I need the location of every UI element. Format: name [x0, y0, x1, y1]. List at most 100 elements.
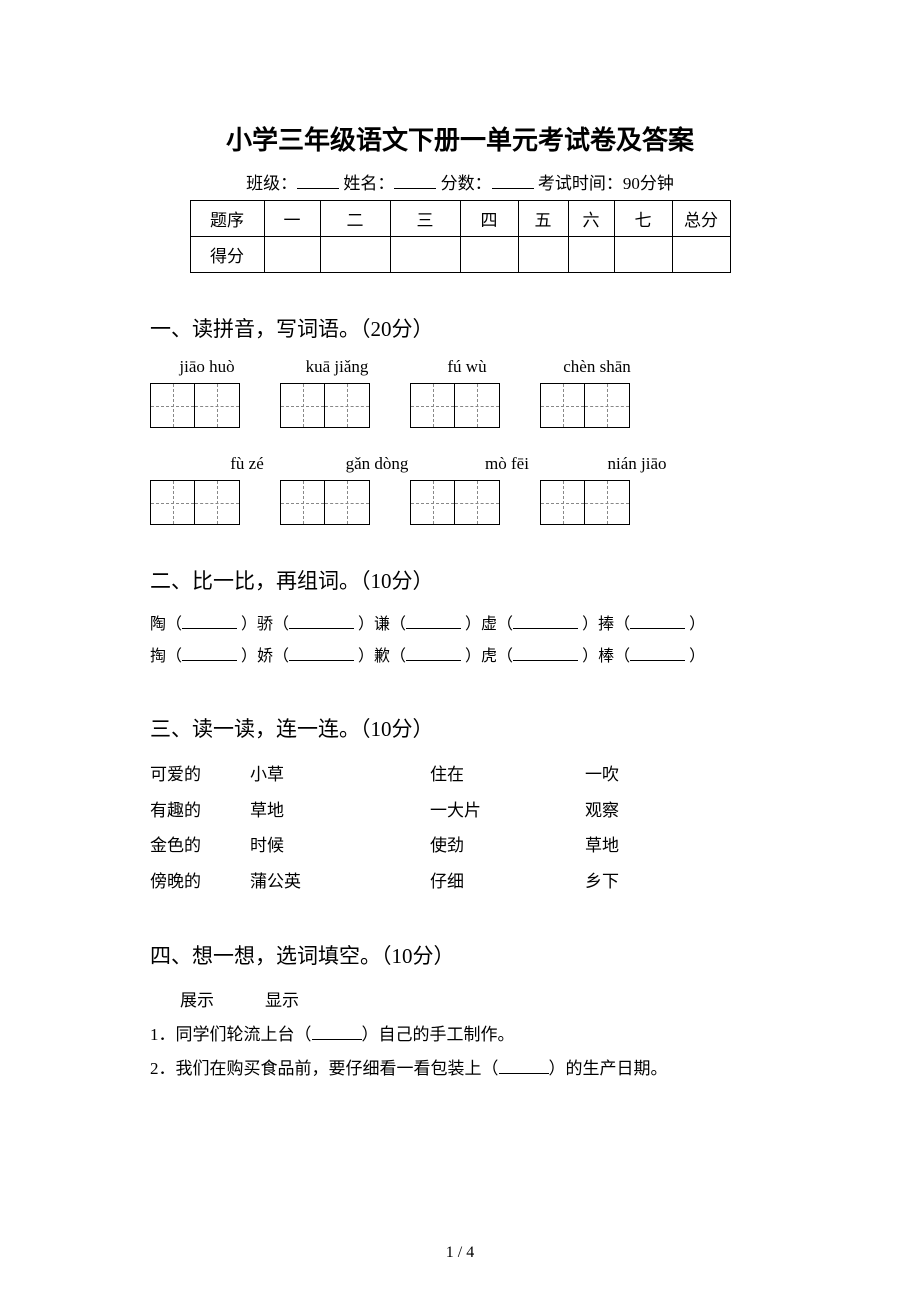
tian-pair[interactable] [280, 480, 370, 525]
tian-pair[interactable] [540, 383, 630, 428]
score-cell[interactable] [390, 237, 460, 273]
compare-line-2: 掏（ ）娇（ ）歉（ ）虎（ ）棒（ ） [150, 641, 770, 673]
score-cell[interactable] [518, 237, 568, 273]
word-choices: 展示 显示 [180, 984, 770, 1018]
text: ）捧（ [582, 616, 630, 633]
section-4: 四、想一想，选词填空。（10分） 展示 显示 1．同学们轮流上台（ ）自己的手工制… [150, 940, 770, 1086]
table-row: 得分 [190, 237, 730, 273]
pinyin-8: nián jiāo [592, 454, 682, 474]
tian-pair[interactable] [410, 480, 500, 525]
th-5: 五 [518, 201, 568, 237]
pinyin-7: mò fēi [462, 454, 552, 474]
pinyin-5: fù zé [202, 454, 292, 474]
score-cell[interactable] [672, 237, 730, 273]
tian-pair[interactable] [150, 383, 240, 428]
name-label: 姓名： [343, 174, 394, 193]
text: 2．我们在购买食品前，要仔细看一看包装上（ [150, 1059, 499, 1078]
time-label: 考试时间：90分钟 [538, 174, 674, 193]
match-row: 有趣的 草地 一大片 观察 [150, 793, 770, 829]
pinyin-4: chèn shān [552, 357, 642, 377]
q4-1: 1．同学们轮流上台（ ）自己的手工制作。 [150, 1018, 770, 1052]
tian-pair[interactable] [280, 383, 370, 428]
pinyin-3: fú wù [422, 357, 512, 377]
text: ）自己的手工制作。 [362, 1025, 515, 1044]
page-number: 1 / 4 [0, 1244, 920, 1262]
score-table: 题序 一 二 三 四 五 六 七 总分 得分 [190, 200, 731, 273]
tian-pair[interactable] [150, 480, 240, 525]
col: 一吹 [585, 757, 685, 793]
th-6: 六 [568, 201, 614, 237]
class-label: 班级： [246, 174, 297, 193]
th-7: 七 [614, 201, 672, 237]
col: 草地 [250, 793, 430, 829]
text: ）虚（ [465, 616, 513, 633]
match-row: 金色的 时候 使劲 草地 [150, 828, 770, 864]
pinyin-row-1: jiāo huò kuā jiǎng fú wù chèn shān [162, 357, 770, 377]
section-2: 二、比一比，再组词。（10分） 陶（ ）骄（ ）谦（ ）虚（ ）捧（ ） 掏（ … [150, 565, 770, 673]
blank[interactable] [513, 645, 578, 661]
blank[interactable] [499, 1057, 549, 1074]
blank[interactable] [513, 613, 578, 629]
col: 可爱的 [150, 757, 250, 793]
row-score-label: 得分 [190, 237, 264, 273]
score-cell[interactable] [320, 237, 390, 273]
match-row: 傍晚的 蒲公英 仔细 乡下 [150, 864, 770, 900]
text: ）虎（ [465, 648, 513, 665]
text: 掏（ [150, 648, 182, 665]
blank[interactable] [289, 645, 354, 661]
blank[interactable] [182, 645, 237, 661]
score-blank[interactable] [492, 172, 534, 189]
text: ）娇（ [241, 648, 289, 665]
section-3: 三、读一读，连一连。（10分） 可爱的 小草 住在 一吹 有趣的 草地 一大片 … [150, 713, 770, 900]
section-3-heading: 三、读一读，连一连。（10分） [150, 713, 770, 743]
col: 仔细 [430, 864, 585, 900]
blank[interactable] [406, 613, 461, 629]
table-row: 题序 一 二 三 四 五 六 七 总分 [190, 201, 730, 237]
box-row-1 [150, 383, 770, 428]
blank[interactable] [630, 645, 685, 661]
col: 有趣的 [150, 793, 250, 829]
col: 使劲 [430, 828, 585, 864]
th-total: 总分 [672, 201, 730, 237]
tian-pair[interactable] [410, 383, 500, 428]
blank[interactable] [289, 613, 354, 629]
name-blank[interactable] [394, 172, 436, 189]
th-3: 三 [390, 201, 460, 237]
col: 一大片 [430, 793, 585, 829]
section-4-heading: 四、想一想，选词填空。（10分） [150, 940, 770, 970]
blank[interactable] [406, 645, 461, 661]
th-2: 二 [320, 201, 390, 237]
col: 时候 [250, 828, 430, 864]
class-blank[interactable] [297, 172, 339, 189]
text: ）骄（ [241, 616, 289, 633]
pinyin-2: kuā jiǎng [292, 357, 382, 377]
col: 住在 [430, 757, 585, 793]
col: 乡下 [585, 864, 685, 900]
match-row: 可爱的 小草 住在 一吹 [150, 757, 770, 793]
text: 1．同学们轮流上台（ [150, 1025, 312, 1044]
pinyin-1: jiāo huò [162, 357, 252, 377]
text: ）棒（ [582, 648, 630, 665]
col: 傍晚的 [150, 864, 250, 900]
text: ） [689, 616, 705, 633]
blank[interactable] [630, 613, 685, 629]
page-title: 小学三年级语文下册一单元考试卷及答案 [150, 120, 770, 157]
text: ）的生产日期。 [549, 1059, 668, 1078]
section-1-heading: 一、读拼音，写词语。（20分） [150, 313, 770, 343]
text: ）歉（ [358, 648, 406, 665]
section-1: 一、读拼音，写词语。（20分） jiāo huò kuā jiǎng fú wù… [150, 313, 770, 525]
blank[interactable] [312, 1023, 362, 1040]
compare-line-1: 陶（ ）骄（ ）谦（ ）虚（ ）捧（ ） [150, 609, 770, 641]
exam-info: 班级： 姓名： 分数： 考试时间：90分钟 [150, 169, 770, 194]
q4-2: 2．我们在购买食品前，要仔细看一看包装上（ ）的生产日期。 [150, 1052, 770, 1086]
score-cell[interactable] [264, 237, 320, 273]
col: 草地 [585, 828, 685, 864]
blank[interactable] [182, 613, 237, 629]
th-1: 一 [264, 201, 320, 237]
score-cell[interactable] [614, 237, 672, 273]
col: 蒲公英 [250, 864, 430, 900]
tian-pair[interactable] [540, 480, 630, 525]
score-cell[interactable] [568, 237, 614, 273]
score-cell[interactable] [460, 237, 518, 273]
text: 陶（ [150, 616, 182, 633]
